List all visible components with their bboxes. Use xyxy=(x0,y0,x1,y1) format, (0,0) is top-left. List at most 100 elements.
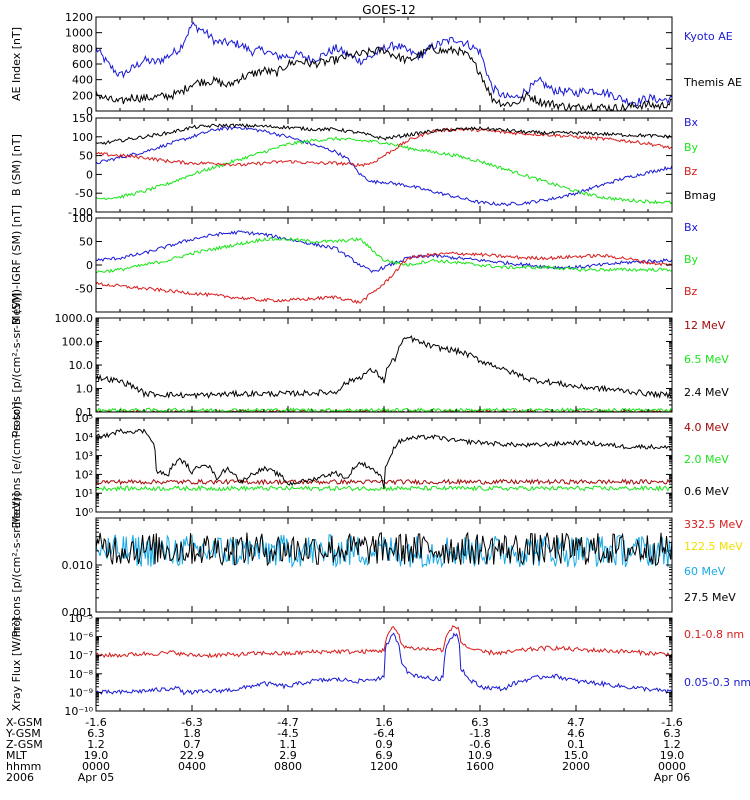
panel-7-traces xyxy=(96,625,672,696)
x-axis-tick-value: 0400 xyxy=(178,760,206,773)
legend-entry: 6.5 MeV xyxy=(684,353,729,366)
y-tick-label: 100.0 xyxy=(62,336,94,349)
y-axis-label: Protons [p/(cm²-s-sr-MeV)] xyxy=(10,293,23,438)
legend-entry: Themis AE xyxy=(683,76,742,89)
legend-entry: Bz xyxy=(684,285,698,298)
series-line-60-mev xyxy=(96,534,672,569)
y-tick-label: -50 xyxy=(75,283,93,296)
series-line-kyoto-ae xyxy=(96,21,672,107)
x-axis-tick-value: 6.3 xyxy=(87,727,105,740)
legend-entry: 2.0 MeV xyxy=(684,453,729,466)
y-axis-label: Xray Flux [W/m²] xyxy=(10,618,23,711)
x-axis-tick-value: -4.7 xyxy=(277,716,298,729)
series-line-2-4-mev xyxy=(96,335,672,400)
legend-entry: 122.5 MeV xyxy=(684,540,743,553)
y-tick-label: 10¹ xyxy=(75,487,93,500)
y-tick-label: 10⁻⁷ xyxy=(69,649,93,662)
x-axis-tick-value: 19.0 xyxy=(660,749,685,762)
y-tick-label: 0.010 xyxy=(62,559,94,572)
legend-entry: Bz xyxy=(684,165,698,178)
x-axis-tick-value: 0000 xyxy=(82,760,110,773)
legend-entry: 4.0 MeV xyxy=(684,421,729,434)
panel-6-traces xyxy=(96,531,672,569)
x-axis-row-label: Z-GSM xyxy=(6,738,43,751)
y-tick-label: 0.1 xyxy=(76,406,94,419)
x-axis-tick-value: 0800 xyxy=(274,760,302,773)
y-tick-label: 10² xyxy=(75,468,93,481)
x-axis-tick-value: 19.0 xyxy=(84,749,109,762)
y-tick-label: 800 xyxy=(72,42,93,55)
x-axis-tick-value: 6.3 xyxy=(663,727,681,740)
x-axis-tick-value: 1.2 xyxy=(663,738,681,751)
x-axis-tick-value: -4.5 xyxy=(277,727,298,740)
x-axis-tick-value: 10.9 xyxy=(468,749,493,762)
legend-entry: 0.05-0.3 nm xyxy=(684,676,750,689)
x-axis-tick-value: 0.7 xyxy=(183,738,201,751)
legend-entry: Bx xyxy=(684,116,699,129)
y-tick-label: 0 xyxy=(86,259,93,272)
panel-5: 10⁰ 10¹ 10² 10³ 10⁴ 10⁵ Electrons [e/(cm²-s-sr… xyxy=(10,401,729,528)
series-line-0-1-0-8-nm xyxy=(96,625,672,659)
panel-6: 0.001 0.010 Protons [p/(cm²-s-sr-MeV)] 332.… xyxy=(10,493,743,638)
x-axis-tick-value: -1.6 xyxy=(661,716,682,729)
x-axis-tick-value: 6.3 xyxy=(471,716,489,729)
y-tick-label: 10⁴ xyxy=(75,431,94,444)
panel-4-traces xyxy=(96,335,672,412)
x-axis-tick-value: 1.2 xyxy=(87,738,105,751)
y-tick-label: 1000.0 xyxy=(55,312,94,325)
x-axis-tick-value: -1.8 xyxy=(469,727,490,740)
panel-4: 0.1 1.0 10.0 100.0 1000.0 Protons [p/(cm²-s-s… xyxy=(10,293,729,438)
series-line-by xyxy=(96,236,672,274)
panel-frame xyxy=(95,417,673,513)
y-tick-label: 10⁻⁵ xyxy=(69,612,93,625)
x-axis-row-label: Y-GSM xyxy=(5,727,41,740)
y-tick-label: 200 xyxy=(72,89,93,102)
panel-2: -100 -50 0 50 100 150 B (SM) [nT] Bx By Bz Bmag xyxy=(10,112,716,219)
x-axis-row-label: 2006 xyxy=(6,771,34,784)
legend-entry: Bmag xyxy=(684,189,716,202)
x-axis-row-label: hhmm xyxy=(6,760,41,773)
x-axis-tick-value: 1.1 xyxy=(279,738,297,751)
series-line-themis-ae xyxy=(96,44,672,111)
y-tick-label: 150 xyxy=(72,112,93,125)
x-axis-row-label: X-GSM xyxy=(6,716,42,729)
series-line-bz xyxy=(96,127,672,167)
legend-entry: Bx xyxy=(684,221,699,234)
legend-entry: By xyxy=(684,141,699,154)
series-line-2-0-mev xyxy=(96,484,672,492)
panel-frame xyxy=(95,16,673,112)
x-axis-tick-value: Apr 06 xyxy=(654,771,691,784)
series-line-bmag xyxy=(96,123,672,146)
x-axis-tick-value: -1.6 xyxy=(85,716,106,729)
y-tick-label: -100 xyxy=(68,206,93,219)
x-axis-tick-value: 1600 xyxy=(466,760,494,773)
y-tick-label: -50 xyxy=(75,187,93,200)
x-axis-tick-value: -6.3 xyxy=(181,716,202,729)
x-axis-tick-value: 2.9 xyxy=(279,749,297,762)
y-axis-label: Protons [p/(cm²-s-sr-MeV)] xyxy=(10,493,23,638)
x-axis-tick-value: -6.4 xyxy=(373,727,394,740)
legend-entry: 0.1-0.8 nm xyxy=(684,628,744,641)
chart-title: GOES-12 xyxy=(362,3,416,17)
y-tick-label: 10⁻⁶ xyxy=(69,631,94,644)
x-axis-row-label: MLT xyxy=(6,749,27,762)
y-tick-label: 1.0 xyxy=(76,383,94,396)
panel-5-traces xyxy=(96,428,672,492)
x-axis-tick-value: 6.9 xyxy=(375,749,393,762)
y-tick-label: 10³ xyxy=(75,450,93,463)
x-axis-tick-value: 0.9 xyxy=(375,738,393,751)
legend-entry: 332.5 MeV xyxy=(684,518,743,531)
panel-2-traces xyxy=(96,123,672,207)
panel-frame xyxy=(95,517,673,613)
series-line-27-5-mev xyxy=(96,531,672,567)
y-axis-label: AE Index [nT] xyxy=(10,27,23,101)
x-axis-table: X-GSM -1.6 -6.3 -4.7 1.6 6.3 4.7 -1.6Y-GSM 6.3 1.… xyxy=(5,716,690,784)
y-tick-label: 10⁵ xyxy=(75,412,93,425)
legend-entry: By xyxy=(684,253,699,266)
panel-frame xyxy=(95,617,673,712)
x-axis-tick-value: 2000 xyxy=(562,760,590,773)
x-axis-tick-value: 1200 xyxy=(370,760,398,773)
y-tick-label: 400 xyxy=(72,74,93,87)
legend-entry: 12 MeV xyxy=(684,319,726,332)
